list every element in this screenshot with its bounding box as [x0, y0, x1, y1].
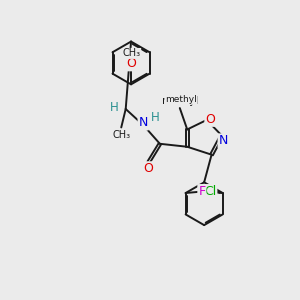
Text: CH₃: CH₃: [112, 130, 130, 140]
Text: Cl: Cl: [204, 185, 216, 198]
Text: N: N: [218, 134, 228, 147]
Text: O: O: [205, 113, 215, 126]
Text: H: H: [151, 110, 159, 124]
Text: CH₃: CH₃: [123, 48, 141, 59]
Text: O: O: [143, 162, 153, 175]
Text: methyl: methyl: [162, 96, 198, 106]
Text: N: N: [139, 116, 148, 130]
Text: F: F: [198, 185, 206, 198]
Text: H: H: [110, 101, 119, 114]
Text: methyl: methyl: [165, 95, 197, 104]
Text: O: O: [126, 57, 136, 70]
